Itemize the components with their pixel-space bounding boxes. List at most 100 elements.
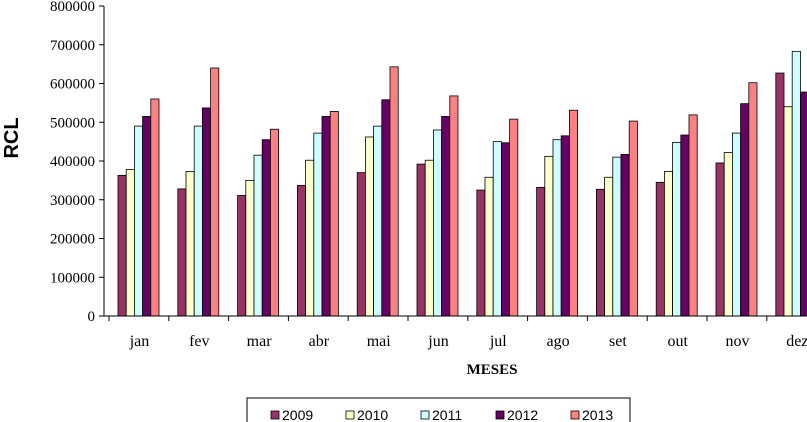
- bar-2009-jun: [416, 163, 426, 317]
- bar-2013-abr: [329, 111, 339, 317]
- bar-2012-abr: [321, 116, 331, 317]
- y-axis-label: RCL: [1, 117, 23, 158]
- bar-2012-mar: [261, 139, 271, 317]
- bar-2011-dez: [791, 50, 801, 317]
- bar-2010-fev: [185, 171, 195, 317]
- bar-2013-jan: [150, 98, 160, 317]
- bar-2010-mar: [245, 179, 255, 317]
- bar-2010-jun: [424, 159, 434, 317]
- bar-2009-fev: [177, 188, 187, 317]
- x-tick-label: mar: [247, 333, 273, 350]
- bar-2011-jul: [492, 141, 502, 317]
- bar-2009-mar: [237, 195, 247, 317]
- bar-2013-mar: [269, 128, 279, 317]
- x-tick-label: abr: [309, 333, 330, 350]
- bar-2013-jun: [449, 95, 459, 317]
- bar-2010-set: [604, 176, 614, 317]
- bar-2011-set: [612, 156, 622, 317]
- y-tick-label: 700000: [50, 38, 95, 54]
- bar-2010-abr: [305, 159, 315, 317]
- bar-2009-mai: [356, 172, 366, 317]
- legend-label-2013: 2013: [582, 407, 613, 422]
- legend-swatch-2012: [495, 410, 505, 420]
- bar-2011-mar: [253, 154, 263, 317]
- bar-2011-abr: [313, 132, 323, 317]
- x-tick-label: fev: [189, 333, 209, 350]
- bar-2011-nov: [732, 132, 742, 317]
- x-tick-label: ago: [547, 333, 570, 350]
- bar-2012-jul: [500, 142, 510, 317]
- bar-2010-dez: [783, 106, 793, 317]
- bar-2013-set: [628, 120, 638, 317]
- legend-box: [246, 397, 631, 422]
- bar-2011-mai: [373, 125, 383, 317]
- bar-2009-abr: [296, 185, 306, 317]
- y-tick-label: 800000: [50, 0, 95, 15]
- legend-swatch-2009: [270, 410, 280, 420]
- legend-swatch-2013: [570, 410, 580, 420]
- y-tick-label: 100000: [50, 270, 95, 286]
- bar-2009-nov: [715, 162, 725, 317]
- legend-label-2011: 2011: [432, 407, 462, 422]
- bar-2013-fev: [210, 67, 220, 317]
- legend-items: 2009 2010 2011 2012 2013: [270, 407, 613, 422]
- bar-2013-nov: [748, 82, 758, 317]
- x-tick-label: jun: [427, 333, 448, 350]
- y-tick-label: 600000: [50, 77, 95, 93]
- bar-2012-nov: [740, 103, 750, 317]
- bar-2013-out: [688, 114, 698, 317]
- bars: [117, 50, 807, 317]
- bar-2009-set: [596, 188, 606, 317]
- legend-label-2009: 2009: [282, 407, 313, 422]
- bar-2012-ago: [560, 135, 570, 317]
- legend-label-2012: 2012: [507, 407, 538, 422]
- bar-2009-out: [655, 181, 665, 317]
- bar-2010-mai: [364, 136, 374, 317]
- x-tick-label: out: [667, 333, 688, 350]
- legend-swatch-2010: [345, 410, 355, 420]
- bar-2011-ago: [552, 139, 562, 317]
- bar-2011-fev: [193, 125, 203, 317]
- bar-2012-set: [620, 154, 630, 317]
- bar-2009-ago: [536, 186, 546, 317]
- bar-2011-out: [672, 141, 682, 317]
- x-axis-label: MESES: [467, 362, 518, 378]
- bar-2010-nov: [723, 152, 733, 317]
- bar-2012-jun: [441, 116, 451, 317]
- bar-2012-out: [680, 134, 690, 317]
- bar-2010-jul: [484, 176, 494, 317]
- bar-2009-jul: [476, 189, 486, 317]
- y-tick-label: 0: [88, 309, 96, 325]
- x-tick-label: jan: [129, 333, 150, 350]
- x-axis-ticks: jan fev mar abr mai jun jul ago set out nov dez: [108, 316, 807, 350]
- x-tick-label: jul: [489, 333, 507, 350]
- bar-2013-jul: [509, 118, 519, 317]
- bar-2009-jan: [117, 174, 127, 317]
- legend-label-2010: 2010: [357, 407, 388, 422]
- y-axis-ticks: 0 100000 200000 300000 400000 500000 600000 700…: [50, 0, 104, 325]
- y-tick-label: 500000: [50, 115, 95, 131]
- bar-2012-fev: [201, 107, 211, 317]
- bar-2011-jan: [133, 125, 143, 317]
- y-tick-label: 300000: [50, 193, 95, 209]
- bar-2012-jan: [142, 116, 152, 317]
- bar-2009-dez: [775, 72, 785, 317]
- bar-2012-mai: [381, 99, 391, 317]
- x-tick-label: set: [609, 333, 627, 350]
- bar-2010-ago: [544, 155, 554, 317]
- y-tick-label: 200000: [50, 232, 95, 248]
- bar-2013-ago: [569, 109, 579, 317]
- bar-2013-mai: [389, 66, 399, 317]
- bar-2010-out: [664, 171, 674, 317]
- legend: 2009 2010 2011 2012 2013: [246, 397, 631, 422]
- y-tick-label: 400000: [50, 154, 95, 170]
- bar-2011-jun: [432, 129, 442, 317]
- bar-2012-dez: [800, 91, 807, 317]
- x-tick-label: nov: [726, 333, 750, 350]
- x-tick-label: mai: [367, 333, 392, 350]
- bar-2010-jan: [125, 169, 135, 317]
- legend-swatch-2011: [420, 410, 430, 420]
- x-tick-label: dez: [786, 333, 807, 350]
- axes: [103, 6, 807, 317]
